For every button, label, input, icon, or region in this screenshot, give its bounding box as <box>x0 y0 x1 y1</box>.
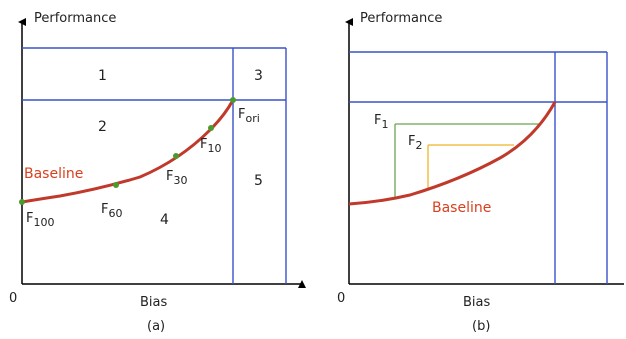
panel-b-caption: (b) <box>472 319 490 334</box>
panel-a-origin: 0 <box>9 291 17 306</box>
label-f2: F2 <box>408 134 422 152</box>
panel-a-baseline-label: Baseline <box>24 166 83 182</box>
panel-a: Performance Bias 0 (a) 1 2 3 4 5 Baselin… <box>9 11 306 334</box>
label-f1: F1 <box>374 113 388 131</box>
region-3: 3 <box>254 68 263 84</box>
label-f10: F10 <box>200 137 221 155</box>
panel-b-baseline-curve <box>348 101 557 206</box>
panel-a-points <box>19 97 236 205</box>
panel-b-frame <box>349 51 608 284</box>
point-f60 <box>113 182 119 188</box>
label-fori: Fori <box>238 107 260 125</box>
label-f100: F100 <box>26 211 54 229</box>
panel-a-x-title: Bias <box>140 295 167 310</box>
region-5: 5 <box>254 173 263 189</box>
panel-a-y-title: Performance <box>34 11 116 26</box>
point-f100 <box>19 199 25 205</box>
point-fori <box>230 97 236 103</box>
panel-b-baseline-label: Baseline <box>432 200 491 216</box>
panel-b-y-title: Performance <box>360 11 442 26</box>
label-f60: F60 <box>101 202 122 220</box>
region-4: 4 <box>160 212 169 228</box>
panel-b-x-title: Bias <box>463 295 490 310</box>
panel-a-baseline-curve <box>21 99 235 204</box>
panel-b: Performance Bias 0 (b) F1 F2 Baseline <box>337 11 624 334</box>
region-1: 1 <box>98 68 107 84</box>
panel-a-frame <box>22 47 287 284</box>
region-2: 2 <box>98 119 107 135</box>
f1-bracket <box>394 123 540 197</box>
panel-a-caption: (a) <box>147 319 165 334</box>
panel-b-origin: 0 <box>337 291 345 306</box>
point-f10 <box>208 125 214 131</box>
label-f30: F30 <box>166 169 187 187</box>
point-f30 <box>173 153 179 159</box>
f2-bracket <box>427 144 514 190</box>
